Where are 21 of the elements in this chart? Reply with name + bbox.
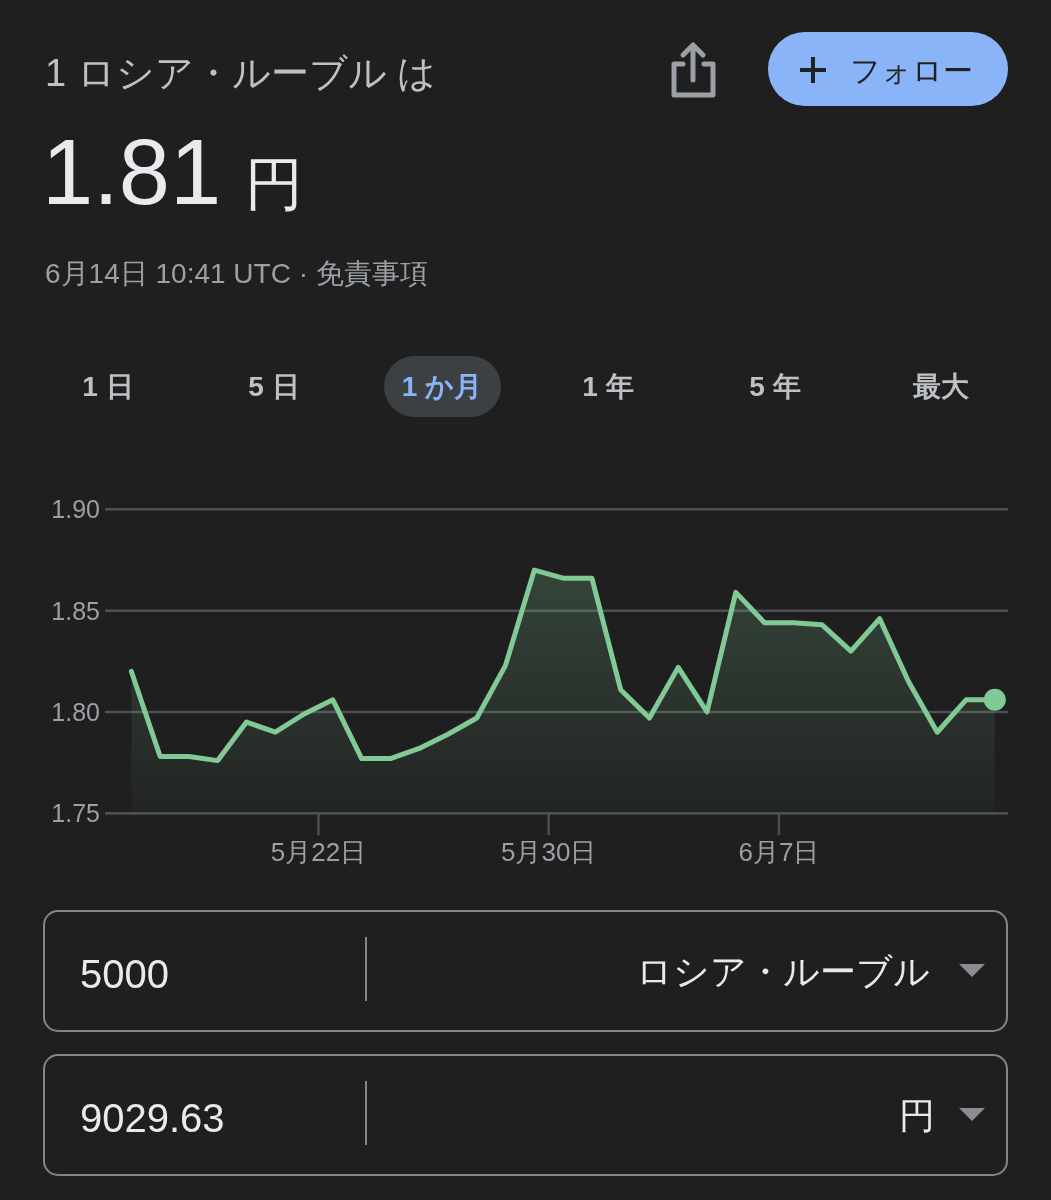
annotation: 1 年 [582,371,634,402]
annotation: 1 か月 [401,371,483,402]
subtitle: 1.81 円 [42,121,304,223]
annotation: 円 [899,1095,935,1136]
ytick-label: 1.80 [51,697,100,726]
annotation: 6月14日 10:41 UTC · 免責事項 [45,258,428,289]
title: 1 ロシア・ルーブル は [45,52,437,94]
annotation: 最大 [913,371,969,402]
annotation: 5000 [80,952,169,996]
annotation: 9029.63 [80,1096,225,1140]
xtick-label: 5月30日 [501,837,597,868]
ytick-label: 1.85 [51,596,100,625]
annotation: 5 年 [749,371,801,402]
ytick-label: 1.90 [51,495,100,524]
xtick-label: 6月7日 [738,837,820,868]
xtick-label: 5月22日 [270,837,367,868]
ytick-label: 1.75 [51,799,100,828]
annotation: ロシア・ルーブル [636,951,930,992]
annotation: 5 日 [248,371,300,402]
annotation: フォロー [850,54,973,87]
annotation: 1 日 [82,371,134,402]
